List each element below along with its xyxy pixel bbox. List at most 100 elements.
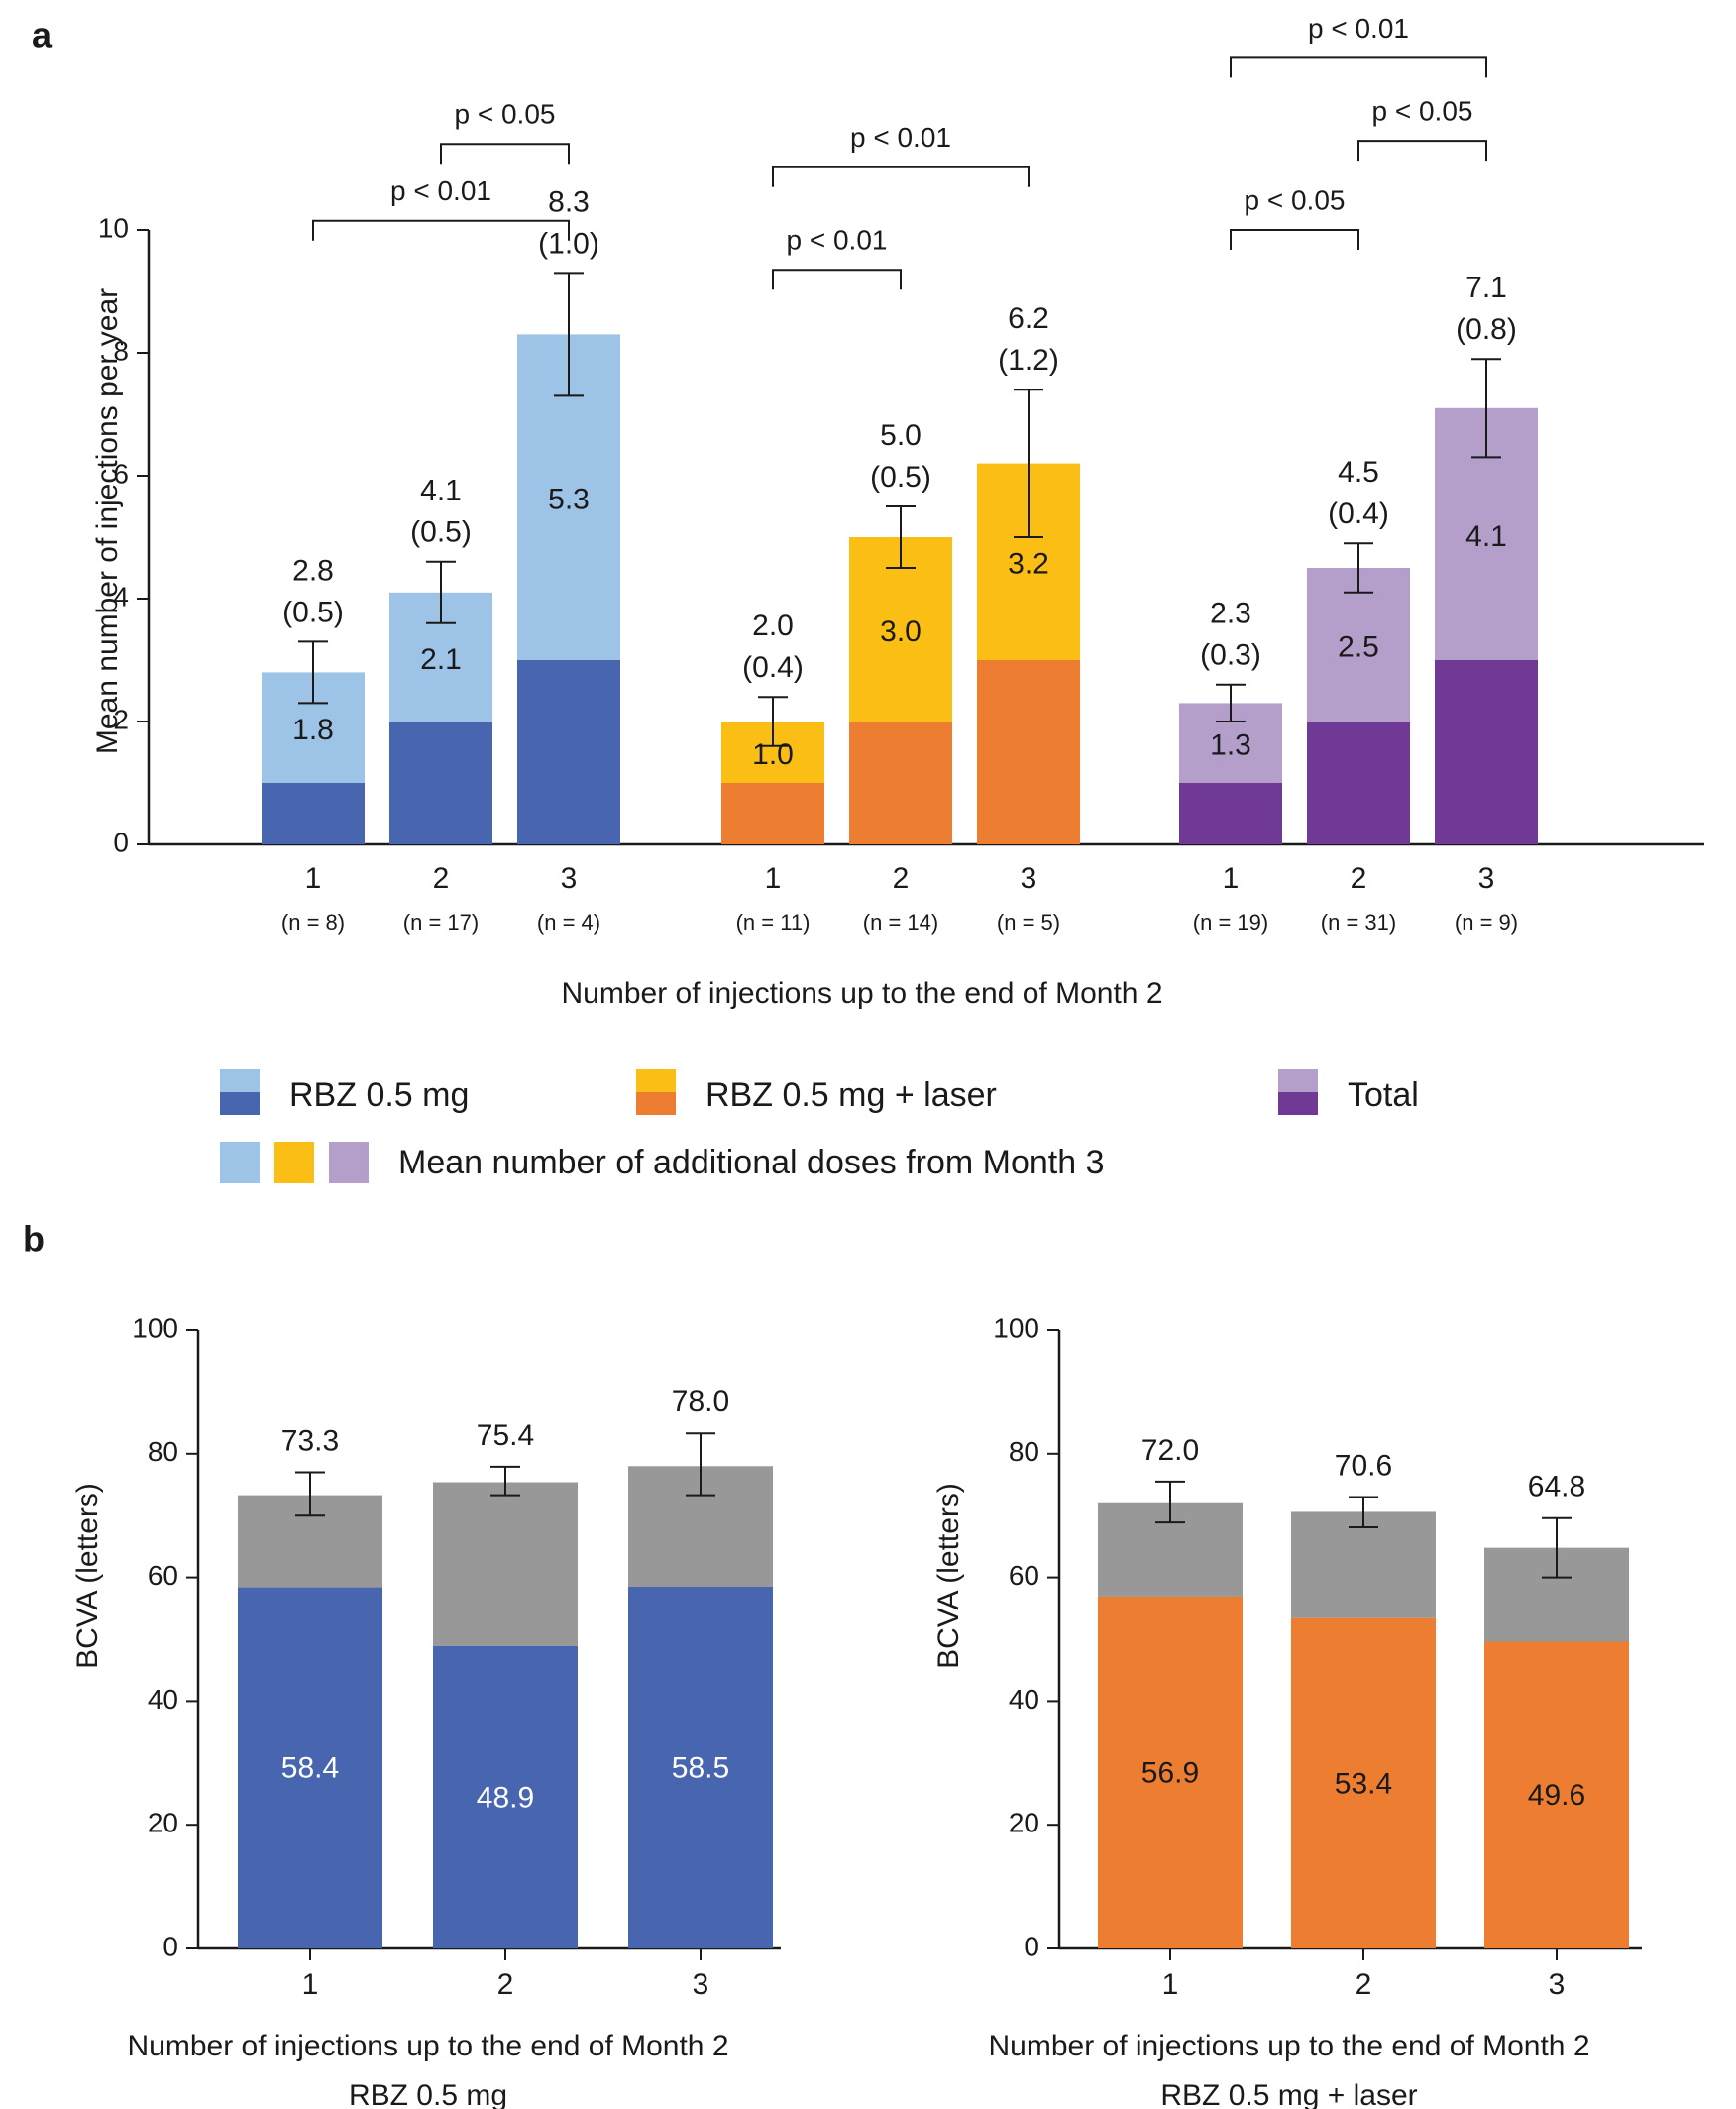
error-bar [426, 560, 456, 624]
x-tick-label: 1 [1162, 1968, 1179, 2001]
bar: 53.4 70.6 2 [1291, 1449, 1436, 2001]
error-bar [1542, 1516, 1572, 1579]
legend-swatch-light [220, 1069, 260, 1092]
y-tick-label: 60 [148, 1560, 178, 1591]
x-tick-label: 2 [1351, 862, 1367, 895]
bar-se-label: (0.4) [742, 651, 804, 684]
bar-additional-label: 3.2 [1008, 548, 1049, 581]
error-bar [758, 696, 788, 747]
bar-se-label: (0.3) [1200, 639, 1261, 672]
chart-subtitle: RBZ 0.5 mg [349, 2079, 507, 2109]
y-tick-label: 100 [132, 1312, 178, 1343]
y-tick-label: 20 [148, 1808, 178, 1838]
bar-total-label: 2.3 [1210, 598, 1251, 630]
panel-b-left-chart: b 0 20 40 60 80 100 BCVA (letters) 58.4 73.3 1 48.9… [23, 1219, 781, 2109]
legend-swatch-additional [274, 1142, 314, 1183]
bar-total-label: 75.4 [477, 1419, 534, 1452]
significance-label: p < 0.05 [455, 99, 556, 130]
bar: 56.9 72.0 1 [1098, 1434, 1243, 2001]
bar-base-doses [1307, 722, 1410, 844]
bar: 3.0 5.0 (0.5) 2 (n = 14) [849, 419, 952, 935]
bracket-line [1230, 229, 1359, 250]
bar-base-doses [1179, 783, 1282, 844]
bar: 58.5 78.0 3 [628, 1386, 773, 2001]
x-tick-label: 1 [305, 862, 322, 895]
y-axis-label: BCVA (letters) [932, 1483, 965, 1669]
bar-base-doses [389, 722, 492, 844]
y-tick-label: 6 [113, 458, 129, 489]
error-bar [886, 505, 916, 569]
y-tick-label: 10 [98, 212, 129, 243]
legend-label: RBZ 0.5 mg + laser [705, 1076, 997, 1114]
bar-total-label: 70.6 [1335, 1449, 1392, 1482]
bar-total-label: 2.8 [292, 554, 334, 587]
significance-label: p < 0.05 [1372, 95, 1473, 126]
significance-bracket: p < 0.01 [772, 225, 902, 290]
error-bar [554, 272, 584, 397]
y-tick-label: 20 [1009, 1808, 1039, 1838]
x-tick-label: 2 [1356, 1968, 1372, 2001]
legend: RBZ 0.5 mg RBZ 0.5 mg + laser Total Mean nu… [220, 1069, 1419, 1183]
bar: 2.1 4.1 (0.5) 2 (n = 17) [389, 475, 492, 935]
bar-additional-label: 3.0 [880, 615, 922, 648]
y-tick-label: 60 [1009, 1560, 1039, 1591]
legend-swatch-additional [220, 1142, 260, 1183]
error-bar [1155, 1480, 1185, 1524]
legend-item-laser: RBZ 0.5 mg + laser [636, 1069, 997, 1115]
significance-label: p < 0.05 [1245, 184, 1346, 215]
bar: 58.4 73.3 1 [238, 1424, 382, 2001]
bar: 1.02.0(0.4)1(n = 11) [721, 610, 824, 935]
bar-total-label: 4.1 [420, 475, 462, 507]
x-tick-label: 1 [765, 862, 782, 895]
bar-se-label: (0.5) [870, 461, 931, 494]
error-bar [295, 1471, 325, 1517]
y-tick-label: 40 [148, 1684, 178, 1715]
bar-base-label: 53.4 [1335, 1767, 1392, 1800]
bar-additional-label: 4.1 [1465, 520, 1507, 553]
bar-se-label: (0.5) [410, 516, 472, 549]
bar-base-doses [1435, 660, 1538, 844]
bar-base-label: 49.6 [1528, 1779, 1585, 1812]
bar-base-segment [238, 1587, 382, 1948]
significance-label: p < 0.01 [850, 122, 951, 153]
legend-swatch-light [636, 1069, 676, 1092]
bar-additional-label: 1.3 [1210, 729, 1251, 762]
y-tick-label: 2 [113, 704, 129, 734]
error-bar [1014, 388, 1043, 538]
significance-label: p < 0.01 [787, 225, 888, 256]
bar-base-segment [1098, 1596, 1243, 1948]
bar-total-label: 4.5 [1338, 456, 1379, 489]
y-tick-label: 0 [163, 1931, 178, 1961]
bar-total-label: 6.2 [1008, 302, 1049, 335]
y-axis-label: BCVA (letters) [71, 1483, 104, 1669]
bar: 3.2 6.2 (1.2) 3 (n = 5) [977, 302, 1080, 935]
bracket-line [1357, 140, 1487, 162]
error-bar [686, 1432, 715, 1497]
bar: 1.3 2.3 (0.3) 1 (n = 19) [1179, 598, 1282, 935]
x-n-label: (n = 11) [736, 910, 811, 935]
bar-base-doses [849, 722, 952, 844]
bar-total-label: 5.0 [880, 419, 922, 452]
legend-item-additional: Mean number of additional doses from Mon… [220, 1142, 1105, 1183]
x-n-label: (n = 14) [863, 910, 938, 935]
legend-item-total: Total [1278, 1069, 1419, 1115]
bracket-line [772, 166, 1030, 187]
bar-additional-label: 5.3 [548, 484, 590, 516]
bar-additional-label: 1.8 [292, 714, 334, 746]
x-tick-label: 3 [693, 1968, 709, 2001]
error-bar [490, 1465, 520, 1497]
bar-additional-label: 2.5 [1338, 630, 1379, 663]
panel-b-right-chart: 0 20 40 60 80 100 BCVA (letters) 56.9 72.0 1 53.4 7… [932, 1312, 1642, 2109]
bar-total-label: 7.1 [1465, 272, 1507, 304]
bracket-line [440, 143, 570, 165]
bar: 1.8 2.8 (0.5) 1 (n = 8) [262, 554, 365, 935]
bar-se-label: (0.4) [1328, 498, 1389, 530]
significance-bracket: p < 0.05 [1230, 184, 1359, 250]
panel-label-a: a [32, 15, 53, 56]
bar-se-label: (0.5) [282, 596, 344, 628]
panel-label-b: b [23, 1219, 45, 1260]
bar-se-label: (0.8) [1456, 313, 1517, 346]
bar-total-label: 2.0 [752, 610, 794, 642]
x-n-label: (n = 19) [1193, 910, 1268, 935]
legend-label: Mean number of additional doses from Mon… [398, 1144, 1105, 1181]
